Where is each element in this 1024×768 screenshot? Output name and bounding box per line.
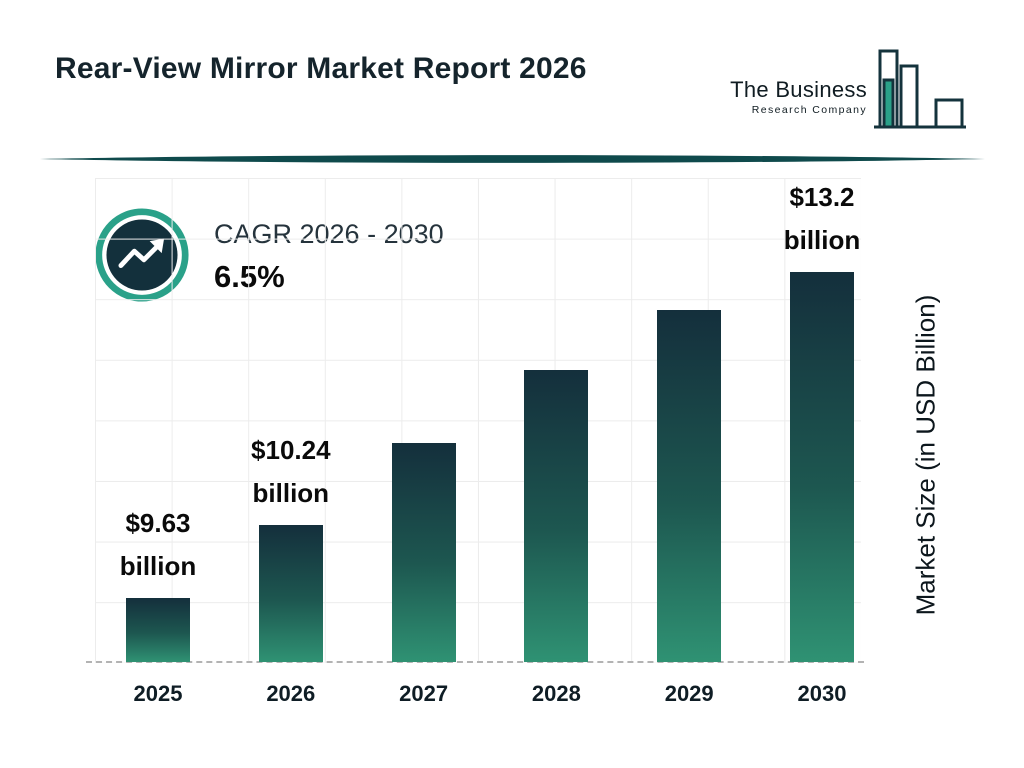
bar-2027 xyxy=(391,443,456,662)
divider-line xyxy=(40,155,985,163)
logo-text: The Business Research Company xyxy=(730,77,867,116)
chart-grid xyxy=(95,178,861,663)
value-label-2026: $10.24 billion xyxy=(251,435,331,508)
value-label-2030: $13.2 billion xyxy=(783,182,861,255)
x-tick-2026: 2026 xyxy=(266,681,316,706)
x-tick-2030: 2030 xyxy=(797,681,847,706)
x-tick-2025: 2025 xyxy=(133,681,183,706)
company-logo: The Business Research Company xyxy=(730,48,966,130)
chart-baseline xyxy=(86,661,864,663)
x-tick-2029: 2029 xyxy=(664,681,714,706)
value-label-2025: $9.63 billion xyxy=(119,508,197,581)
x-tick-2027: 2027 xyxy=(399,681,449,706)
bar-2026 xyxy=(258,525,323,662)
page-title: Rear-View Mirror Market Report 2026 xyxy=(55,52,587,85)
bar-2029 xyxy=(657,310,722,662)
bar-2030 xyxy=(790,272,854,662)
logo-bars-icon xyxy=(874,49,966,129)
logo-text-line2: Research Company xyxy=(751,104,867,116)
x-tick-2028: 2028 xyxy=(531,681,581,706)
y-axis-label: Market Size (in USD Billion) xyxy=(910,294,941,616)
logo-text-line1: The Business xyxy=(730,77,867,102)
bar-2025 xyxy=(126,598,190,662)
bar-2028 xyxy=(524,370,589,662)
